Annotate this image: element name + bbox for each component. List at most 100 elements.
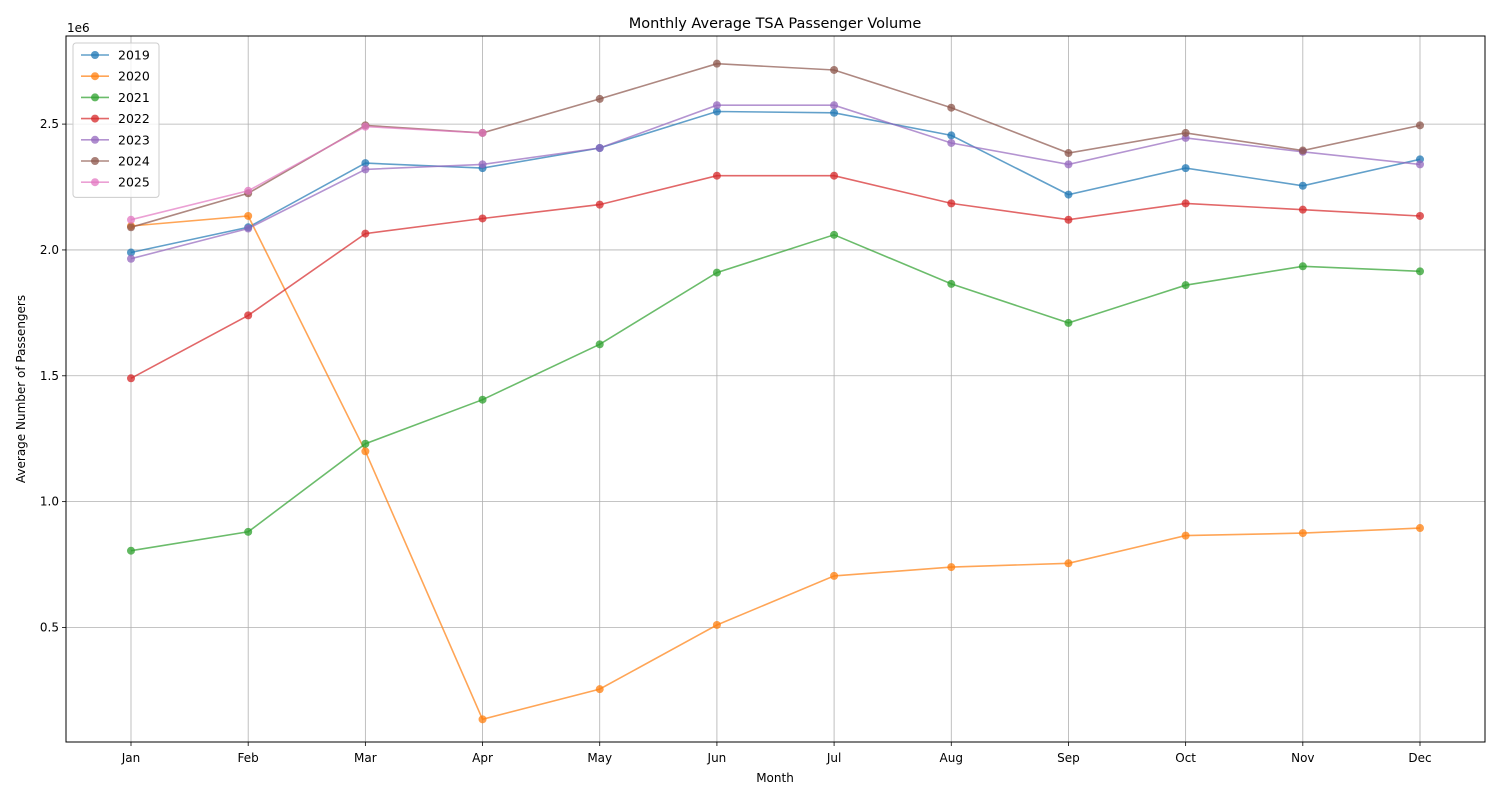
- data-point-2021: [1416, 267, 1424, 276]
- data-point-2020: [1298, 529, 1307, 538]
- y-tick-label: 1.5: [40, 369, 59, 383]
- data-point-2023: [478, 160, 487, 169]
- data-point-2021: [947, 279, 956, 288]
- x-tick-label: Jul: [826, 751, 841, 765]
- data-point-2023: [947, 138, 956, 147]
- legend-marker-2024: [91, 157, 99, 165]
- y-tick-label: 0.5: [40, 620, 59, 634]
- x-tick-label: May: [587, 751, 612, 765]
- x-tick-label: Apr: [472, 751, 493, 765]
- series-lines: [130, 62, 1421, 721]
- legend-marker-2019: [91, 51, 99, 59]
- series-points: [127, 59, 1424, 724]
- legend-label-2020: 2020: [118, 69, 150, 84]
- legend-label-2021: 2021: [118, 90, 150, 105]
- data-point-2022: [361, 229, 370, 238]
- x-tick-label: Sep: [1057, 751, 1080, 765]
- data-point-2020: [947, 563, 956, 572]
- data-point-2024: [1298, 146, 1307, 155]
- x-tick-label: Jan: [121, 751, 141, 765]
- data-point-2019: [947, 131, 956, 140]
- chart-title: Monthly Average TSA Passenger Volume: [629, 16, 922, 32]
- data-point-2021: [244, 527, 253, 536]
- legend: 2019 2020 2021 2022 2023 2024 2025: [72, 42, 160, 198]
- x-axis-label: Month: [756, 771, 794, 785]
- data-point-2022: [1416, 211, 1424, 220]
- data-point-2021: [361, 439, 370, 448]
- legend-label-2023: 2023: [118, 132, 150, 147]
- data-point-2021: [595, 340, 604, 349]
- data-point-2024: [595, 94, 604, 103]
- data-point-2020: [830, 571, 839, 580]
- x-tick-label: Nov: [1291, 751, 1314, 765]
- x-axis-ticks: Jan Feb Mar Apr May Jun Jul Aug Sep Oct Nov Dec: [121, 742, 1432, 765]
- data-point-2022: [947, 199, 956, 208]
- data-point-2024: [712, 59, 721, 68]
- legend-label-2025: 2025: [118, 175, 150, 190]
- data-point-2020: [361, 447, 370, 456]
- x-tick-label: Jun: [707, 751, 727, 765]
- data-point-2019: [1181, 164, 1190, 173]
- data-point-2024: [1181, 128, 1190, 137]
- series-line-2020: [130, 215, 1421, 721]
- series-line-2023: [130, 104, 1421, 260]
- legend-marker-2022: [91, 114, 99, 123]
- data-point-2020: [1181, 531, 1190, 540]
- series-line-2019: [130, 110, 1421, 254]
- data-point-2023: [127, 254, 135, 263]
- data-point-2023: [830, 101, 839, 110]
- data-point-2019: [127, 248, 135, 257]
- data-point-2022: [244, 311, 253, 320]
- data-point-2021: [830, 230, 839, 239]
- data-point-2024: [127, 223, 135, 232]
- data-point-2020: [478, 715, 487, 724]
- series-line-2021: [130, 233, 1421, 552]
- legend-label-2019: 2019: [118, 48, 150, 63]
- data-point-2022: [595, 200, 604, 209]
- data-point-2022: [712, 171, 721, 180]
- data-point-2020: [1064, 559, 1073, 568]
- data-point-2022: [830, 171, 839, 180]
- series-line-2022: [130, 174, 1421, 380]
- data-point-2024: [947, 103, 956, 112]
- plot-frame: [65, 35, 1486, 743]
- data-point-2019: [1298, 181, 1307, 190]
- legend-label-2024: 2024: [118, 154, 150, 169]
- y-axis-ticks: 0.5 1.0 1.5 2.0 2.5: [40, 117, 66, 634]
- data-point-2020: [1416, 524, 1424, 533]
- legend-marker-2020: [91, 72, 99, 81]
- data-point-2022: [1064, 215, 1073, 224]
- data-point-2022: [1298, 205, 1307, 214]
- x-tick-label: Oct: [1175, 751, 1196, 765]
- data-point-2019: [361, 159, 370, 168]
- data-point-2022: [478, 214, 487, 223]
- y-tick-label: 1.0: [40, 495, 59, 509]
- data-point-2023: [1416, 160, 1424, 169]
- data-point-2025: [478, 128, 487, 137]
- data-point-2021: [1064, 318, 1073, 327]
- data-point-2020: [244, 211, 253, 220]
- x-tick-label: Feb: [238, 751, 259, 765]
- legend-marker-2023: [91, 135, 99, 144]
- data-point-2019: [712, 107, 721, 116]
- data-point-2020: [712, 620, 721, 629]
- y-axis-offset-text: 1e6: [67, 21, 90, 35]
- legend-label-2022: 2022: [118, 111, 150, 126]
- data-point-2025: [127, 215, 135, 224]
- x-tick-label: Dec: [1408, 751, 1431, 765]
- data-point-2019: [830, 108, 839, 117]
- data-point-2022: [1181, 199, 1190, 208]
- data-point-2020: [595, 685, 604, 694]
- data-point-2021: [1181, 281, 1190, 290]
- data-point-2023: [361, 165, 370, 174]
- y-tick-label: 2.5: [40, 117, 59, 131]
- data-point-2024: [1416, 121, 1424, 130]
- data-point-2023: [1064, 160, 1073, 169]
- data-point-2019: [1064, 190, 1073, 199]
- x-tick-label: Mar: [354, 751, 377, 765]
- legend-marker-2021: [91, 93, 99, 102]
- y-tick-label: 2.0: [40, 243, 59, 257]
- data-point-2021: [1298, 262, 1307, 271]
